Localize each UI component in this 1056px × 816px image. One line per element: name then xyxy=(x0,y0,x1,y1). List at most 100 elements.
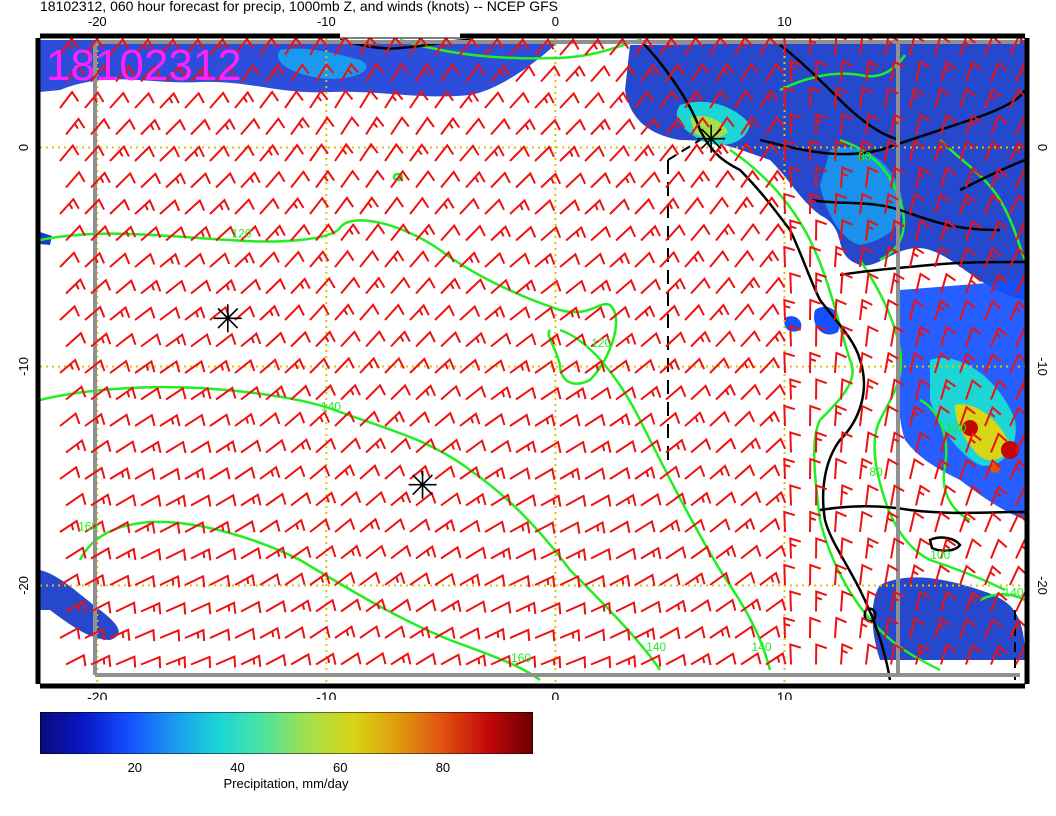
wind-barb xyxy=(65,546,87,560)
wind-barb xyxy=(390,383,411,401)
wind-barb xyxy=(715,116,735,136)
wind-barb xyxy=(859,404,873,427)
wind-barb xyxy=(659,626,681,640)
wind-barb xyxy=(490,332,512,348)
wind-barb xyxy=(740,329,761,348)
wind-barb xyxy=(434,250,455,268)
wind-barb xyxy=(215,440,237,454)
wind-barb xyxy=(715,169,735,189)
wind-barb xyxy=(59,197,80,215)
wind-barb xyxy=(990,591,1008,612)
wind-barb xyxy=(884,86,899,109)
wind-barb xyxy=(765,169,785,189)
wind-barb xyxy=(634,573,656,587)
wind-barb xyxy=(815,219,828,241)
wind-barb xyxy=(934,193,951,215)
wind-barb xyxy=(734,89,754,109)
wind-barb xyxy=(184,145,205,162)
wind-barb xyxy=(240,654,262,668)
wind-barb xyxy=(759,356,780,374)
wind-barb xyxy=(134,574,156,588)
wind-barb xyxy=(165,440,187,454)
wind-barb xyxy=(890,643,905,665)
wind-barb xyxy=(184,91,205,109)
wind-barb xyxy=(359,142,379,162)
wind-barb xyxy=(890,378,905,400)
precip-max-2 xyxy=(1001,441,1019,459)
wind-barb xyxy=(284,250,305,268)
wind-barb xyxy=(734,303,755,321)
wind-barb xyxy=(990,114,1008,135)
wind-barb xyxy=(640,278,662,295)
wind-barb xyxy=(165,118,186,136)
wind-barb xyxy=(484,38,505,56)
wind-barb xyxy=(459,251,480,268)
wind-barb xyxy=(865,431,879,453)
contour-coast2 xyxy=(858,259,1006,592)
wind-barb xyxy=(690,277,711,295)
wind-barb xyxy=(240,493,262,507)
wind-barb xyxy=(1009,459,1025,480)
wind-barb xyxy=(109,413,131,427)
wind-barb xyxy=(615,547,637,560)
wind-barb xyxy=(265,492,287,507)
wind-barb xyxy=(859,86,873,109)
wind-barb xyxy=(240,439,262,454)
wind-barb xyxy=(90,171,111,189)
wind-barb xyxy=(815,643,828,665)
wind-barb xyxy=(990,538,1008,559)
wind-barb xyxy=(590,655,612,668)
wind-barb xyxy=(815,590,828,612)
lat-tick-label-right: -10 xyxy=(1035,357,1050,376)
lat-tick-label-right: 0 xyxy=(1035,144,1050,151)
wind-barb xyxy=(190,332,212,348)
wind-barb xyxy=(115,386,137,401)
wind-barb xyxy=(615,64,636,83)
wind-barb xyxy=(334,517,356,533)
wind-barb xyxy=(190,655,212,669)
contour-140b xyxy=(559,328,772,671)
wind-barb xyxy=(465,546,487,560)
wind-barb xyxy=(1009,618,1025,639)
wind-barb xyxy=(465,117,486,136)
wind-barb xyxy=(565,494,587,507)
wind-barb xyxy=(540,118,561,136)
wind-barb xyxy=(259,250,280,268)
wind-barb xyxy=(290,545,312,560)
wind-barb xyxy=(934,511,951,533)
wind-barb xyxy=(359,517,381,533)
wind-barb xyxy=(665,653,687,666)
wind-barb xyxy=(65,117,86,136)
wind-barb xyxy=(940,590,957,612)
wind-barb xyxy=(315,276,336,295)
contour-label: 140 xyxy=(646,640,666,654)
wind-barb xyxy=(390,544,412,560)
wind-barb xyxy=(709,38,728,56)
wind-barb xyxy=(515,279,537,295)
wind-barb xyxy=(783,38,795,56)
wind-barb xyxy=(465,278,487,295)
wind-barb xyxy=(534,38,555,56)
wind-barb xyxy=(334,89,354,109)
wind-barb xyxy=(440,492,462,507)
wind-barb xyxy=(309,196,330,215)
wind-barb xyxy=(990,644,1008,665)
wind-barb xyxy=(59,465,81,480)
wind-barb xyxy=(859,510,873,533)
wind-barb xyxy=(890,113,905,135)
wind-barb xyxy=(484,466,506,480)
wind-barb xyxy=(365,329,386,348)
wind-barb xyxy=(84,305,106,321)
wind-barb xyxy=(415,223,436,242)
wind-barb xyxy=(740,598,762,613)
wind-barb xyxy=(559,467,581,480)
wind-barb xyxy=(259,304,281,321)
wind-barb xyxy=(834,139,847,162)
wind-barb xyxy=(584,628,606,642)
wind-barb xyxy=(534,91,555,109)
wind-barb xyxy=(59,143,80,162)
wind-barb xyxy=(634,519,656,533)
wind-barb xyxy=(184,38,205,56)
wind-barb xyxy=(240,171,261,189)
wind-barb xyxy=(765,115,785,136)
